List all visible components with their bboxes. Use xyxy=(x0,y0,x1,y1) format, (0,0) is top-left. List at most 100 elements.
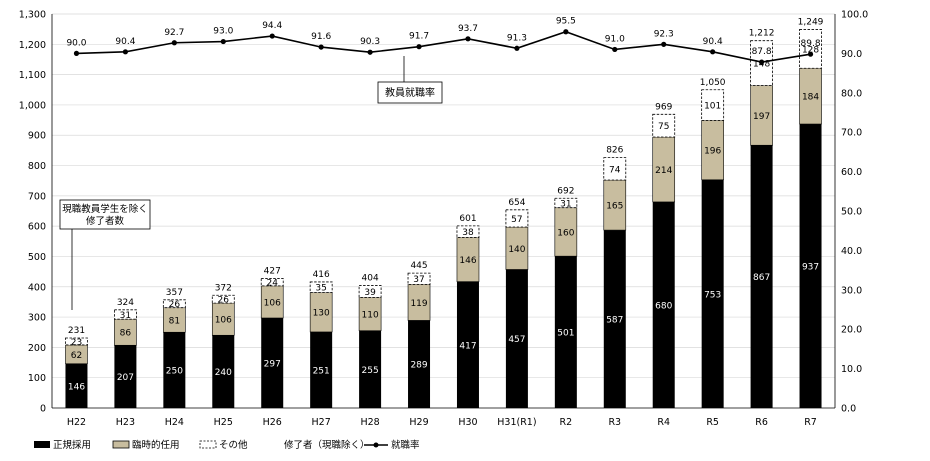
bar-regular xyxy=(603,230,626,408)
y-right-tick-label: 90.0 xyxy=(841,49,862,60)
data-label-regular: 250 xyxy=(166,367,183,377)
rate-callout-box xyxy=(377,81,443,104)
data-label-temporary: 196 xyxy=(704,147,721,157)
y-left-tick-label: 1,300 xyxy=(19,10,46,21)
data-label-other: 31 xyxy=(120,311,131,321)
legend-item-rate: 就職率 xyxy=(364,439,420,451)
data-label-rate: 93.0 xyxy=(213,27,233,37)
bar-regular xyxy=(554,256,577,408)
data-label-temporary: 160 xyxy=(557,228,574,238)
y-left-tick-label: 400 xyxy=(28,282,46,293)
rate-point xyxy=(612,46,618,53)
legend-label-temporary: 臨時的任用 xyxy=(132,439,180,451)
data-label-regular: 457 xyxy=(508,335,525,345)
data-label-rate: 94.4 xyxy=(262,21,282,31)
y-right-tick-label: 100.0 xyxy=(841,10,868,21)
bar-regular xyxy=(701,179,724,408)
bar-regular xyxy=(261,317,284,408)
data-label-total: 357 xyxy=(166,288,183,298)
y-left-tick-label: 700 xyxy=(28,191,46,202)
data-label-temporary: 86 xyxy=(120,329,132,339)
data-label-total: 1,212 xyxy=(749,29,775,39)
data-label-other: 74 xyxy=(609,165,621,175)
x-tick-label: R5 xyxy=(706,417,719,428)
x-tick-label: R3 xyxy=(608,417,621,428)
x-tick-label: H23 xyxy=(116,417,135,428)
y-right-tick-label: 70.0 xyxy=(841,128,862,139)
rate-point xyxy=(807,51,814,57)
data-label-total: 1,249 xyxy=(798,17,824,27)
y-left-tick-label: 1,100 xyxy=(19,70,46,81)
data-label-temporary: 106 xyxy=(215,316,232,326)
data-label-rate: 93.7 xyxy=(458,24,478,34)
y-left-tick-label: 800 xyxy=(28,161,46,172)
graduates-callout-line2: 修了者数 xyxy=(86,215,125,227)
bar-regular xyxy=(750,145,773,409)
data-label-temporary: 184 xyxy=(802,93,819,103)
data-label-other: 39 xyxy=(364,288,376,298)
x-tick-label: H29 xyxy=(409,417,428,428)
x-tick-label: R6 xyxy=(755,417,768,428)
data-label-regular: 867 xyxy=(753,273,770,283)
data-label-other: 37 xyxy=(413,275,424,285)
bar-regular xyxy=(310,331,333,408)
data-label-temporary: 106 xyxy=(264,298,281,308)
data-label-regular: 146 xyxy=(68,382,85,392)
data-label-temporary: 165 xyxy=(606,202,623,212)
legend-item-other: その他 xyxy=(199,439,248,451)
data-label-other: 35 xyxy=(315,284,326,294)
data-label-temporary: 81 xyxy=(169,316,180,326)
data-label-total: 404 xyxy=(362,274,379,284)
data-labels: 146 62 23 231 207 86 31 324 250 81 26 357 240 106 26 37… xyxy=(66,17,823,393)
bar-other xyxy=(652,113,676,138)
data-label-other: 24 xyxy=(266,279,278,289)
data-label-regular: 251 xyxy=(313,366,330,376)
data-label-rate: 92.3 xyxy=(654,29,674,39)
bars xyxy=(65,29,822,409)
graduates-callout-box xyxy=(59,199,151,230)
data-label-regular: 255 xyxy=(362,366,379,376)
data-label-total: 416 xyxy=(313,270,330,280)
bar-regular xyxy=(652,201,675,408)
data-label-total: 427 xyxy=(264,267,281,277)
legend-swatch-other xyxy=(199,440,217,449)
data-label-total: 1,050 xyxy=(700,78,726,88)
rate-point xyxy=(416,44,422,50)
data-label-total: 324 xyxy=(117,298,134,308)
x-tick-label: H31(R1) xyxy=(497,417,536,428)
data-label-regular: 587 xyxy=(606,316,623,326)
data-label-total: 654 xyxy=(508,198,525,208)
data-label-regular: 937 xyxy=(802,263,819,273)
x-tick-label: H22 xyxy=(67,417,86,428)
legend-label-other: その他 xyxy=(219,439,248,451)
data-label-rate: 91.0 xyxy=(605,34,625,44)
bar-other xyxy=(407,272,431,285)
bar-regular xyxy=(212,335,235,408)
bar-regular xyxy=(114,345,137,408)
y-right-tick-label: 30.0 xyxy=(841,285,862,296)
data-label-regular: 753 xyxy=(704,290,721,300)
x-tick-label: R2 xyxy=(560,417,573,428)
rate-point xyxy=(661,41,667,47)
x-tick-label: H25 xyxy=(214,417,233,428)
bar-other xyxy=(554,197,578,209)
data-label-temporary: 130 xyxy=(313,309,330,319)
x-tick-label: H30 xyxy=(458,417,477,428)
rate-point xyxy=(122,49,129,55)
bar-regular xyxy=(799,124,822,409)
y-left-tick-label: 1,200 xyxy=(19,40,46,51)
data-label-other: 26 xyxy=(169,300,181,310)
x-tick-label: R7 xyxy=(804,417,817,428)
rate-point xyxy=(514,45,520,51)
data-label-temporary: 140 xyxy=(508,245,525,255)
bar-regular xyxy=(359,330,382,408)
bar-other xyxy=(162,299,186,309)
rate-callout: 教員就職率 xyxy=(377,56,443,104)
data-label-rate: 91.3 xyxy=(507,33,527,43)
legend-item-regular: 正規採用 xyxy=(34,439,91,451)
legend-item-temporary: 臨時的任用 xyxy=(112,439,180,451)
x-tick-label: R4 xyxy=(657,417,670,428)
y-left-tick-label: 1,000 xyxy=(19,100,46,111)
axes: 0 100 200 300 400 500 600 700 800 900 1,000 1,100 1,… xyxy=(19,10,868,429)
data-label-other: 128 xyxy=(802,45,819,55)
